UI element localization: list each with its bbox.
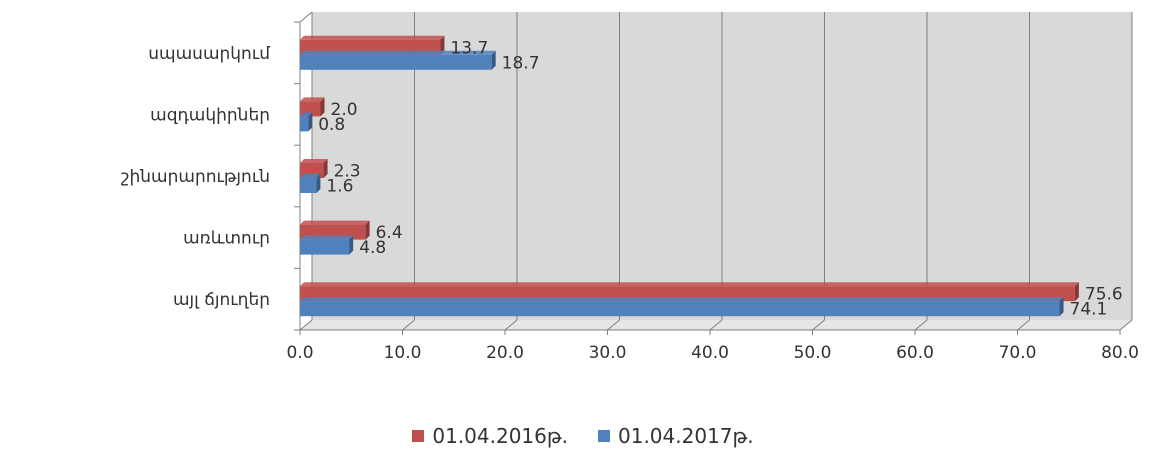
bar-top — [300, 282, 1079, 287]
category-label: առևտուր — [183, 229, 270, 249]
category-label: շինարարություն — [121, 167, 270, 187]
bar-side — [440, 35, 445, 55]
bar-top — [300, 174, 321, 178]
grid-line-floor — [402, 319, 415, 331]
bar — [300, 54, 492, 70]
bar — [300, 301, 1060, 317]
data-label: 2.3 — [334, 162, 361, 182]
bar-side — [320, 97, 325, 117]
bar-chart-svg: 0.0 10.0 20.0 30.0 40.0 50.0 60.0 70.0 80.0 սպասա… — [121, 11, 1139, 363]
grid-line-floor — [607, 319, 620, 331]
bar-side — [349, 235, 354, 255]
grid-line-floor — [709, 319, 723, 331]
bar-top — [300, 50, 496, 55]
bar-top — [300, 159, 328, 163]
legend-swatch-2016 — [412, 430, 425, 442]
bar-top — [300, 220, 370, 225]
x-tick-label: 10.0 — [384, 343, 422, 363]
legend-swatch-2017 — [598, 430, 610, 442]
category-label: այլ ճյուղեր — [173, 290, 270, 310]
y-axis-top — [299, 11, 313, 23]
grid-line-floor — [1119, 319, 1133, 331]
x-tick-label: 70.0 — [999, 343, 1037, 363]
data-label: 13.7 — [450, 38, 488, 58]
category-label: սպասարկում — [148, 44, 270, 64]
bar-top — [300, 97, 325, 102]
bar-top — [300, 112, 313, 117]
bar-side — [1074, 282, 1079, 302]
data-label: 1.6 — [326, 177, 353, 197]
x-tick-label: 20.0 — [486, 343, 524, 363]
bar-side — [491, 50, 496, 70]
category-label: ազդակիրներ — [150, 105, 270, 125]
data-label: 74.1 — [1070, 300, 1108, 320]
data-label: 18.7 — [502, 53, 540, 73]
grid-line-floor — [504, 319, 518, 331]
bar-side — [316, 174, 321, 193]
x-tick-label: 0.0 — [286, 343, 313, 363]
data-label: 75.6 — [1085, 285, 1123, 305]
bar-side — [365, 220, 370, 240]
bar-top — [300, 235, 354, 240]
bars — [300, 35, 1079, 317]
data-label: 2.0 — [331, 100, 358, 120]
legend-label-2017: 01.04.2017թ. — [618, 424, 754, 448]
data-label: 6.4 — [376, 223, 403, 243]
legend-label-2016: 01.04.2016թ. — [432, 424, 568, 448]
grid-line-floor — [299, 319, 313, 331]
bar-side — [323, 159, 328, 178]
labels: 0.0 10.0 20.0 30.0 40.0 50.0 60.0 70.0 80.0 սպասա… — [121, 38, 1139, 363]
bar-side — [308, 112, 313, 132]
grid-line-floor — [914, 319, 928, 331]
bar-side — [1059, 297, 1064, 317]
legend: 01.04.2016թ. 01.04.2017թ. — [0, 424, 1166, 448]
legend-item-2016: 01.04.2016թ. — [412, 424, 568, 448]
grid-line-floor — [812, 319, 825, 331]
x-tick-label: 80.0 — [1101, 343, 1139, 363]
bar-top — [300, 35, 445, 40]
x-tick-label: 50.0 — [794, 343, 832, 363]
bar — [300, 239, 350, 255]
legend-item-2017: 01.04.2017թ. — [598, 424, 754, 448]
x-tick-label: 30.0 — [589, 343, 627, 363]
data-label: 4.8 — [359, 238, 386, 258]
bar — [300, 178, 317, 193]
grid-line-floor — [1017, 319, 1030, 331]
bar-top — [300, 297, 1064, 302]
x-tick-label: 60.0 — [896, 343, 934, 363]
bar — [300, 116, 309, 132]
x-tick-label: 40.0 — [691, 343, 729, 363]
data-label: 0.8 — [318, 115, 345, 135]
